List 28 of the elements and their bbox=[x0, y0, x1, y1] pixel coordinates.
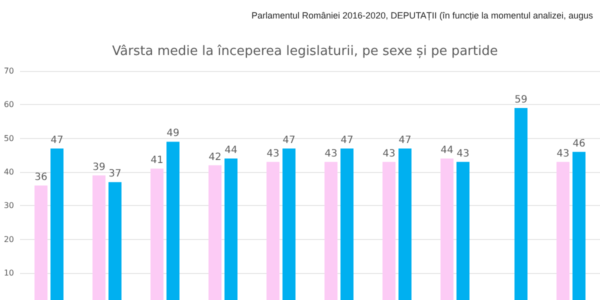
y-tick-label: 20 bbox=[4, 234, 14, 244]
data-label: 43 bbox=[456, 148, 470, 160]
data-label: 39 bbox=[92, 162, 106, 173]
y-tick-label: 30 bbox=[4, 201, 14, 210]
data-label: 43 bbox=[382, 148, 396, 160]
chart-subtitle: Parlamentul României 2016-2020, DEPUTAȚII (în funcție la momentul analizei, augus bbox=[251, 10, 594, 20]
y-tick-label: 70 bbox=[4, 66, 14, 76]
chart-title: Vârsta medie la începerea legislaturii, pe sexe și pe partide bbox=[112, 44, 498, 59]
y-tick-label: 10 bbox=[4, 268, 14, 278]
y-tick-label: 50 bbox=[4, 134, 14, 143]
y-tick-label: 60 bbox=[4, 100, 14, 110]
data-label: 43 bbox=[266, 148, 280, 160]
data-label: 44 bbox=[440, 145, 454, 156]
data-label: 43 bbox=[324, 148, 338, 160]
data-label: 36 bbox=[34, 172, 48, 183]
data-label: 59 bbox=[514, 94, 528, 106]
data-label: 42 bbox=[208, 152, 222, 163]
data-label: 44 bbox=[224, 145, 238, 156]
data-label: 49 bbox=[166, 128, 180, 140]
data-label: 47 bbox=[398, 134, 412, 146]
data-label: 47 bbox=[340, 134, 354, 146]
y-tick-label: 40 bbox=[4, 168, 14, 177]
data-label: 43 bbox=[556, 148, 570, 160]
data-label: 47 bbox=[50, 134, 64, 146]
data-label: 47 bbox=[282, 134, 296, 146]
data-label: 46 bbox=[572, 138, 586, 150]
data-label: 41 bbox=[150, 155, 164, 166]
data-label: 37 bbox=[108, 168, 122, 180]
